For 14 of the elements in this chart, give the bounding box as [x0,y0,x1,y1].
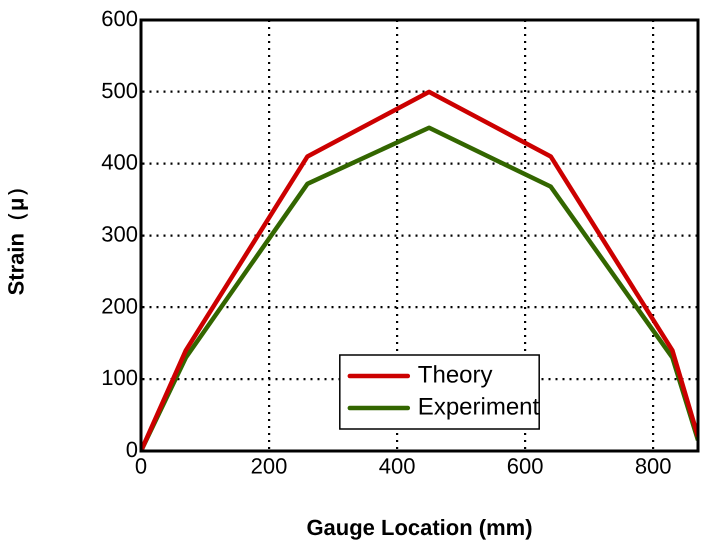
y-tick-label: 300 [101,222,138,247]
x-tick-label: 400 [378,453,416,478]
y-axis-title: Strain（μ） [3,176,28,296]
x-axis-title: Gauge Location (mm) [306,514,533,540]
y-tick-label: 100 [101,365,138,390]
y-tick-label: 400 [101,150,138,175]
y-tick-label: 200 [101,293,138,318]
y-tick-label: 600 [101,6,138,32]
x-tick-label: 200 [250,453,288,478]
x-tick-label: 600 [506,453,544,478]
y-tick-label: 500 [101,78,138,103]
legend-label: Experiment [418,394,540,421]
legend-label: Theory [418,362,493,389]
x-tick-label: 800 [634,453,672,478]
